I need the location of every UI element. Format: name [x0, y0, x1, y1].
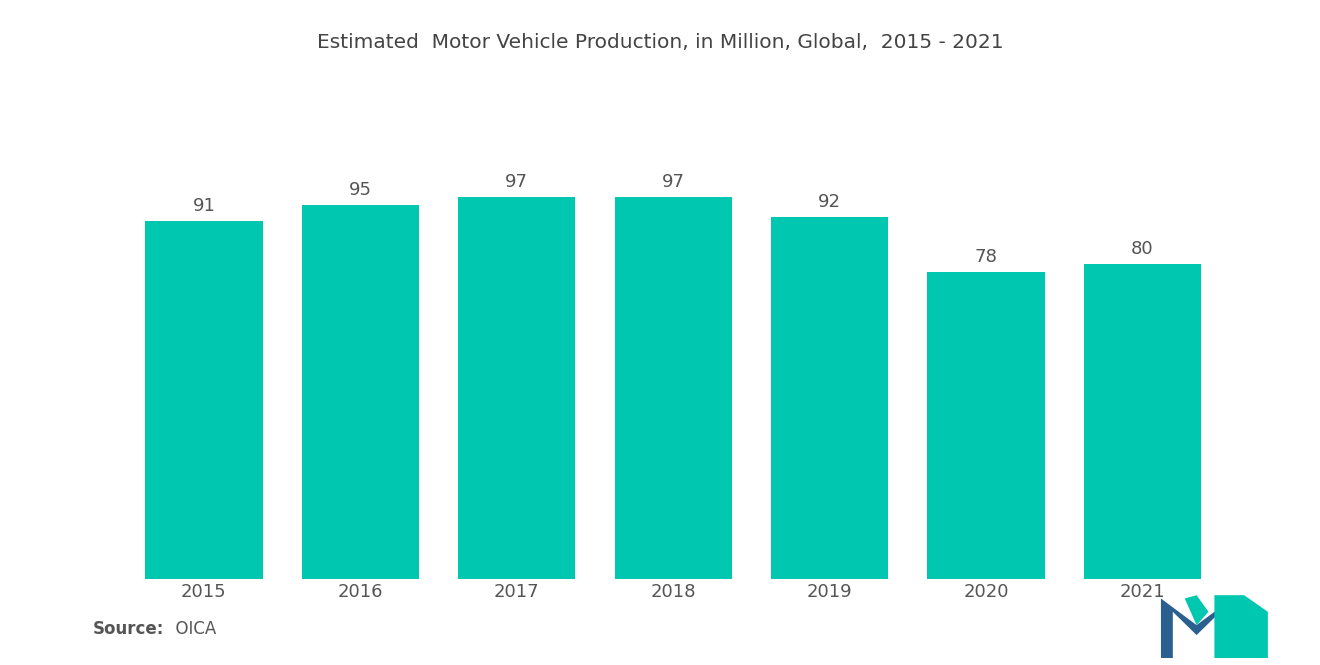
- Bar: [928, 272, 1044, 579]
- Text: 91: 91: [193, 197, 215, 215]
- Bar: [771, 217, 888, 579]
- Bar: [145, 221, 263, 579]
- Text: OICA: OICA: [165, 620, 216, 638]
- Text: Estimated  Motor Vehicle Production, in Million, Global,  2015 - 2021: Estimated Motor Vehicle Production, in M…: [317, 33, 1003, 53]
- Bar: [615, 197, 731, 579]
- Text: Source:: Source:: [92, 620, 164, 638]
- Text: 97: 97: [661, 173, 685, 192]
- Text: 97: 97: [506, 173, 528, 192]
- Bar: [1084, 264, 1201, 579]
- Text: 92: 92: [818, 193, 841, 211]
- Text: 80: 80: [1131, 240, 1154, 258]
- Text: 78: 78: [974, 248, 998, 266]
- Text: 95: 95: [348, 181, 372, 199]
- Bar: [302, 205, 418, 579]
- Bar: [458, 197, 576, 579]
